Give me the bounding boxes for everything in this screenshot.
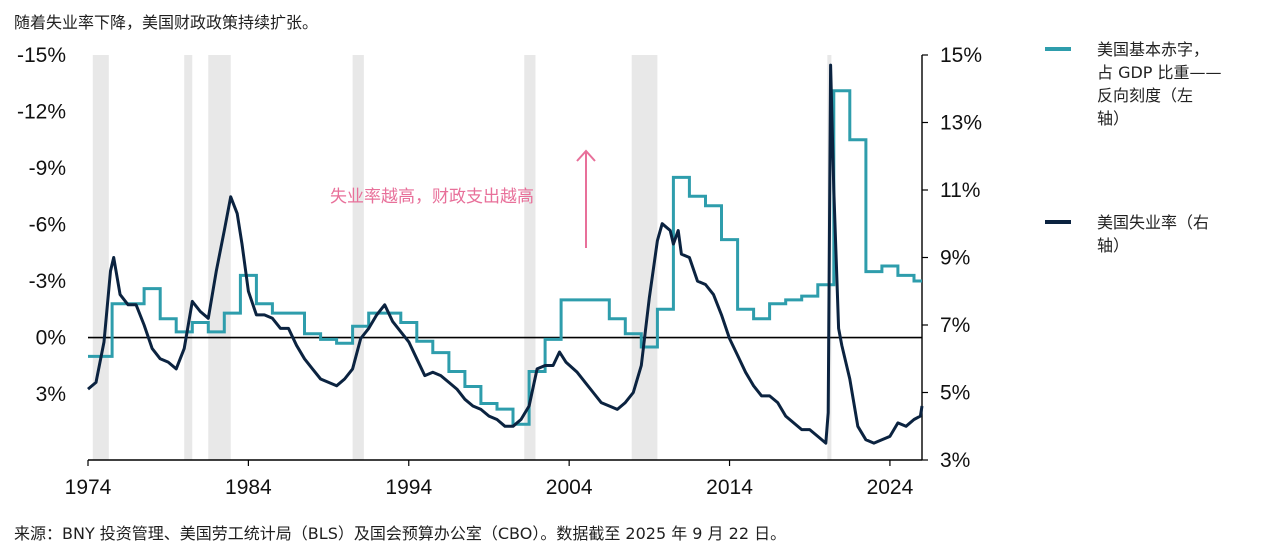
- right-tick-label: 11%: [940, 179, 980, 202]
- right-tick-label: 9%: [940, 247, 970, 270]
- chart-subtitle: 随着失业率下降，美国财政政策持续扩张。: [14, 13, 319, 32]
- left-tick-label: -15%: [17, 44, 66, 67]
- annotation-group: 失业率越高，财政支出越高: [330, 149, 596, 248]
- x-axis-ticks: 1974 1984 1994 2004 2014 2024: [65, 460, 914, 499]
- source-note: 来源：BNY 投资管理、美国劳工统计局（BLS）及国会预算办公室（CBO）。数据…: [14, 524, 787, 543]
- x-tick-label: 1984: [225, 476, 272, 499]
- x-tick-label: 1994: [385, 476, 432, 499]
- legend-label-unemployment: 美国失业率（右: [1097, 213, 1209, 232]
- recession-bands: [92, 55, 832, 460]
- left-tick-label: -3%: [29, 270, 66, 293]
- left-tick-label: -9%: [29, 157, 66, 180]
- legend-label-deficit: 占 GDP 比重——: [1097, 63, 1222, 82]
- recession-band: [631, 55, 658, 460]
- left-tick-label: -6%: [29, 214, 66, 237]
- legend-label-unemployment: 轴）: [1097, 236, 1129, 255]
- legend-label-deficit: 反向刻度（左: [1097, 86, 1193, 105]
- legend-label-deficit: 美国基本赤字，: [1097, 40, 1209, 59]
- x-tick-label: 2024: [867, 476, 914, 499]
- x-tick-label: 2014: [706, 476, 753, 499]
- legend: 美国基本赤字， 占 GDP 比重—— 反向刻度（左轴） 美国失业率（右轴）: [1045, 40, 1222, 255]
- left-tick-label: -12%: [17, 101, 66, 124]
- x-tick-label: 1974: [65, 476, 112, 499]
- right-tick-label: 3%: [940, 449, 970, 472]
- legend-label-deficit: 轴）: [1097, 109, 1129, 128]
- axes: [88, 55, 923, 461]
- recession-band: [184, 55, 193, 460]
- right-tick-label: 13%: [940, 112, 982, 135]
- recession-band: [92, 55, 109, 460]
- right-tick-label: 7%: [940, 314, 970, 337]
- right-axis-ticks: 3% 5% 7% 9% 11% 13% 15%: [922, 44, 982, 472]
- series-lines: [87, 63, 924, 445]
- recession-band: [352, 55, 364, 460]
- x-tick-label: 2004: [546, 476, 593, 499]
- recession-band: [524, 55, 536, 460]
- annotation-arrow-head: [576, 149, 596, 162]
- right-tick-label: 5%: [940, 382, 970, 405]
- annotation-text: 失业率越高，财政支出越高: [330, 187, 534, 207]
- deficit-line: [88, 89, 922, 426]
- left-tick-label: 3%: [36, 383, 66, 406]
- left-axis-ticks: -15% -12% -9% -6% -3% 0% 3%: [17, 44, 66, 406]
- left-tick-label: 0%: [36, 327, 66, 350]
- right-tick-label: 15%: [940, 44, 982, 67]
- unemployment-line: [87, 63, 924, 445]
